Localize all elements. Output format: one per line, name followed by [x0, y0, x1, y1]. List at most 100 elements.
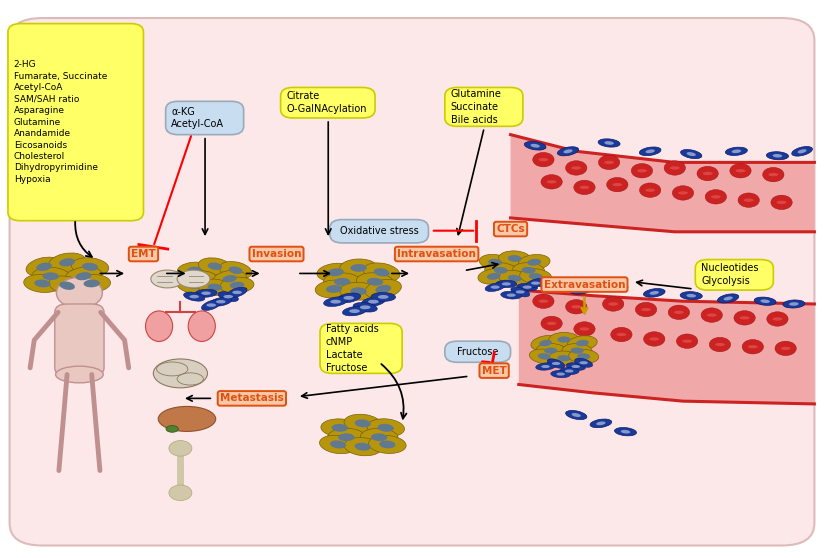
Ellipse shape	[715, 343, 725, 346]
Ellipse shape	[213, 271, 246, 287]
Ellipse shape	[550, 371, 570, 378]
Ellipse shape	[754, 297, 776, 305]
Ellipse shape	[536, 363, 555, 370]
Ellipse shape	[598, 139, 620, 147]
Ellipse shape	[324, 297, 348, 306]
Circle shape	[738, 193, 760, 208]
Ellipse shape	[195, 289, 217, 297]
Ellipse shape	[344, 414, 382, 432]
Text: Intravasation: Intravasation	[397, 249, 476, 259]
Ellipse shape	[508, 275, 522, 282]
Text: Extravasation: Extravasation	[544, 280, 625, 290]
Ellipse shape	[354, 420, 371, 427]
Ellipse shape	[546, 180, 556, 184]
Text: Metastasis: Metastasis	[220, 393, 283, 403]
Ellipse shape	[604, 141, 614, 145]
FancyBboxPatch shape	[695, 259, 774, 290]
FancyBboxPatch shape	[445, 341, 511, 362]
Ellipse shape	[216, 300, 226, 304]
Ellipse shape	[526, 278, 545, 288]
Ellipse shape	[494, 267, 508, 273]
Circle shape	[734, 311, 756, 325]
Ellipse shape	[201, 291, 211, 295]
Ellipse shape	[339, 259, 377, 277]
Ellipse shape	[367, 278, 383, 286]
Circle shape	[56, 277, 102, 309]
FancyBboxPatch shape	[54, 304, 104, 376]
FancyBboxPatch shape	[281, 88, 375, 118]
Ellipse shape	[549, 333, 579, 347]
Ellipse shape	[538, 300, 548, 303]
Circle shape	[169, 485, 192, 501]
Ellipse shape	[571, 166, 581, 170]
Ellipse shape	[568, 336, 597, 350]
Ellipse shape	[649, 291, 659, 295]
Ellipse shape	[556, 373, 565, 376]
Ellipse shape	[508, 255, 522, 262]
Ellipse shape	[480, 254, 511, 270]
Ellipse shape	[330, 300, 341, 304]
Ellipse shape	[681, 150, 702, 158]
Ellipse shape	[686, 294, 696, 297]
Ellipse shape	[184, 292, 205, 301]
Ellipse shape	[83, 280, 100, 287]
Ellipse shape	[320, 435, 357, 454]
Ellipse shape	[570, 348, 583, 354]
Circle shape	[742, 339, 764, 354]
Ellipse shape	[517, 283, 537, 291]
Ellipse shape	[723, 296, 733, 300]
Ellipse shape	[536, 280, 559, 289]
Ellipse shape	[711, 195, 721, 199]
Ellipse shape	[565, 369, 574, 373]
Ellipse shape	[343, 306, 367, 316]
Ellipse shape	[572, 365, 580, 368]
Ellipse shape	[188, 311, 215, 341]
Ellipse shape	[198, 279, 232, 295]
Ellipse shape	[620, 430, 630, 434]
Ellipse shape	[547, 359, 564, 368]
Ellipse shape	[223, 295, 233, 299]
Ellipse shape	[153, 359, 208, 388]
Ellipse shape	[541, 365, 550, 368]
Circle shape	[672, 186, 694, 200]
Ellipse shape	[766, 152, 789, 160]
Circle shape	[541, 316, 562, 331]
Text: CTCs: CTCs	[496, 224, 525, 234]
Ellipse shape	[371, 434, 387, 441]
Ellipse shape	[531, 144, 540, 148]
Ellipse shape	[367, 418, 405, 437]
Ellipse shape	[499, 251, 531, 266]
Ellipse shape	[780, 347, 790, 350]
Ellipse shape	[362, 297, 386, 306]
Ellipse shape	[487, 273, 500, 280]
FancyBboxPatch shape	[320, 324, 402, 373]
Ellipse shape	[26, 257, 62, 276]
Ellipse shape	[321, 419, 358, 437]
Text: Invasion: Invasion	[252, 249, 302, 259]
Ellipse shape	[373, 268, 390, 276]
Ellipse shape	[210, 297, 232, 306]
Circle shape	[664, 161, 686, 175]
Ellipse shape	[82, 263, 98, 271]
Ellipse shape	[206, 304, 216, 307]
Circle shape	[541, 175, 562, 189]
Circle shape	[565, 300, 587, 314]
Ellipse shape	[569, 286, 592, 294]
Circle shape	[767, 312, 788, 326]
Ellipse shape	[613, 283, 622, 287]
Circle shape	[730, 163, 751, 178]
Ellipse shape	[674, 311, 684, 314]
Circle shape	[775, 341, 796, 355]
Circle shape	[565, 161, 587, 175]
Ellipse shape	[59, 281, 75, 290]
Ellipse shape	[365, 280, 401, 299]
Ellipse shape	[577, 353, 590, 359]
Ellipse shape	[641, 308, 651, 311]
Ellipse shape	[158, 406, 216, 431]
Ellipse shape	[337, 293, 361, 303]
Ellipse shape	[72, 258, 109, 276]
Ellipse shape	[330, 440, 346, 449]
Ellipse shape	[736, 169, 746, 172]
Ellipse shape	[368, 435, 406, 454]
Ellipse shape	[49, 276, 85, 295]
